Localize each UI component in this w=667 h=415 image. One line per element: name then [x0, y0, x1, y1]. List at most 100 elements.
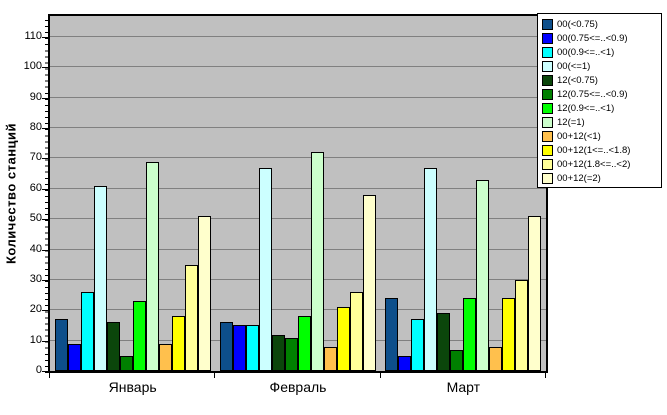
x-tick-mark	[545, 373, 546, 378]
legend-swatch	[542, 88, 553, 100]
gridline	[50, 157, 546, 159]
legend-swatch	[542, 172, 553, 184]
bar-12(<0.75)-Февраль	[272, 335, 285, 371]
y-tick-mark	[42, 279, 48, 281]
y-tick-mark	[42, 158, 48, 160]
y-tick-label: 50	[29, 212, 42, 225]
legend-item: 12(<0.75)	[542, 73, 659, 87]
bar-00+12(1<=..<1.8)-Февраль	[337, 307, 350, 371]
bar-00+12(<1)-Февраль	[324, 347, 337, 371]
legend-label: 12(<0.75)	[557, 74, 598, 86]
y-tick-mark	[42, 188, 48, 190]
bar-12(<0.75)-Январь	[106, 322, 120, 371]
legend-item: 00(<0.75)	[542, 17, 659, 31]
bar-12(=1)-Март	[476, 180, 490, 371]
gridline	[50, 66, 546, 68]
bar-00+12(=2)-Март	[528, 216, 542, 371]
bar-00(<=1)-Январь	[93, 186, 107, 371]
x-tick-mark	[214, 373, 216, 378]
bar-12(0.75<=..<0.9)-Январь	[119, 356, 133, 371]
gridline	[50, 248, 546, 250]
gridline	[50, 278, 546, 280]
y-tick-mark	[42, 67, 48, 69]
legend-label: 00(<=1)	[557, 60, 591, 72]
x-tick-mark	[49, 373, 50, 378]
bar-00(0.9<=..<1)-Январь	[80, 292, 94, 371]
gridline	[50, 218, 546, 220]
bar-00+12(<1)-Январь	[158, 344, 172, 371]
bar-12(0.9<=..<1)-Февраль	[298, 316, 311, 371]
legend-swatch	[542, 32, 553, 44]
y-tick-label: 20	[29, 303, 42, 316]
y-tick-mark	[42, 310, 48, 312]
legend-swatch	[542, 158, 553, 170]
gridline	[50, 127, 546, 129]
y-axis-minor-ticks	[45, 16, 48, 373]
bar-12(=1)-Февраль	[311, 152, 324, 371]
legend-swatch	[542, 18, 553, 30]
legend-swatch	[542, 130, 553, 142]
y-tick-label: 30	[29, 272, 42, 285]
y-tick-mark	[42, 371, 48, 372]
legend-swatch	[542, 60, 553, 72]
bar-12(0.75<=..<0.9)-Март	[450, 350, 464, 371]
x-category-label: Март	[446, 379, 481, 395]
bar-12(0.9<=..<1)-Март	[463, 298, 477, 371]
y-tick-mark	[42, 249, 48, 251]
bar-12(<0.75)-Март	[437, 313, 451, 371]
legend-item: 00+12(1<=..<1.8)	[542, 143, 659, 157]
plot-area	[48, 14, 548, 373]
legend-label: 12(=1)	[557, 116, 585, 128]
legend-item: 00+12(<1)	[542, 129, 659, 143]
bar-00(0.75<=..<0.9)-Февраль	[233, 325, 246, 371]
legend-swatch	[542, 102, 553, 114]
bar-00+12(1.8<=..<2)-Февраль	[350, 292, 363, 371]
x-category-label: Февраль	[269, 379, 327, 395]
legend-item: 00+12(=2)	[542, 171, 659, 185]
y-tick-label: 10	[29, 333, 42, 346]
legend-label: 00(0.75<=..<0.9)	[557, 32, 628, 44]
y-tick-label: 0	[35, 364, 42, 376]
legend-label: 12(0.9<=..<1)	[557, 102, 615, 114]
legend-item: 00+12(1.8<=..<2)	[542, 157, 659, 171]
legend-label: 00+12(1.8<=..<2)	[557, 158, 631, 170]
y-tick-mark	[42, 219, 48, 221]
legend-label: 00+12(<1)	[557, 130, 601, 142]
bar-00+12(=2)-Январь	[197, 216, 211, 371]
y-tick-mark	[42, 340, 48, 342]
legend-swatch	[542, 144, 553, 156]
bar-00(<=1)-Март	[424, 168, 438, 371]
y-tick-mark	[42, 37, 48, 39]
bar-00+12(1.8<=..<2)-Март	[515, 280, 529, 371]
legend-item: 12(=1)	[542, 115, 659, 129]
gridline	[50, 96, 546, 98]
legend: 00(<0.75) 00(0.75<=..<0.9) 00(0.9<=..<1) 00…	[537, 13, 662, 188]
bar-00(<0.75)-Февраль	[220, 322, 233, 371]
bar-00(0.75<=..<0.9)-Январь	[67, 344, 81, 371]
legend-label: 12(0.75<=..<0.9)	[557, 88, 628, 100]
y-tick-mark	[42, 128, 48, 130]
bar-12(=1)-Январь	[145, 162, 159, 371]
bar-00(0.9<=..<1)-Февраль	[246, 325, 259, 371]
y-tick-label: 110	[24, 30, 42, 43]
legend-swatch	[542, 116, 553, 128]
legend-item: 00(0.75<=..<0.9)	[542, 31, 659, 45]
bar-00+12(1<=..<1.8)-Март	[502, 298, 516, 371]
x-tick-mark	[379, 373, 381, 378]
legend-item: 00(0.9<=..<1)	[542, 45, 659, 59]
legend-swatch	[542, 74, 553, 86]
legend-swatch	[542, 46, 553, 58]
y-tick-label: 60	[29, 181, 42, 194]
legend-label: 00+12(=2)	[557, 172, 601, 184]
gridline	[50, 187, 546, 189]
bar-00(<0.75)-Март	[385, 298, 399, 371]
bar-00+12(<1)-Март	[489, 347, 503, 371]
x-category-label: Январь	[108, 379, 157, 395]
legend-item: 12(0.75<=..<0.9)	[542, 87, 659, 101]
y-tick-label: 100	[23, 60, 42, 73]
bar-12(0.9<=..<1)-Январь	[132, 301, 146, 371]
legend-item: 12(0.9<=..<1)	[542, 101, 659, 115]
bar-00+12(1<=..<1.8)-Январь	[171, 316, 185, 371]
legend-label: 00(<0.75)	[557, 18, 598, 30]
